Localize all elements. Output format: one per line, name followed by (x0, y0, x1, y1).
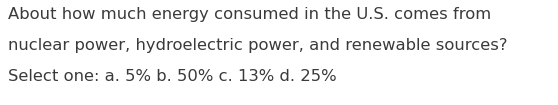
Text: Select one: a. 5% b. 50% c. 13% d. 25%: Select one: a. 5% b. 50% c. 13% d. 25% (8, 69, 337, 84)
Text: nuclear power, hydroelectric power, and renewable sources?: nuclear power, hydroelectric power, and … (8, 38, 508, 53)
Text: About how much energy consumed in the U.S. comes from: About how much energy consumed in the U.… (8, 7, 492, 22)
